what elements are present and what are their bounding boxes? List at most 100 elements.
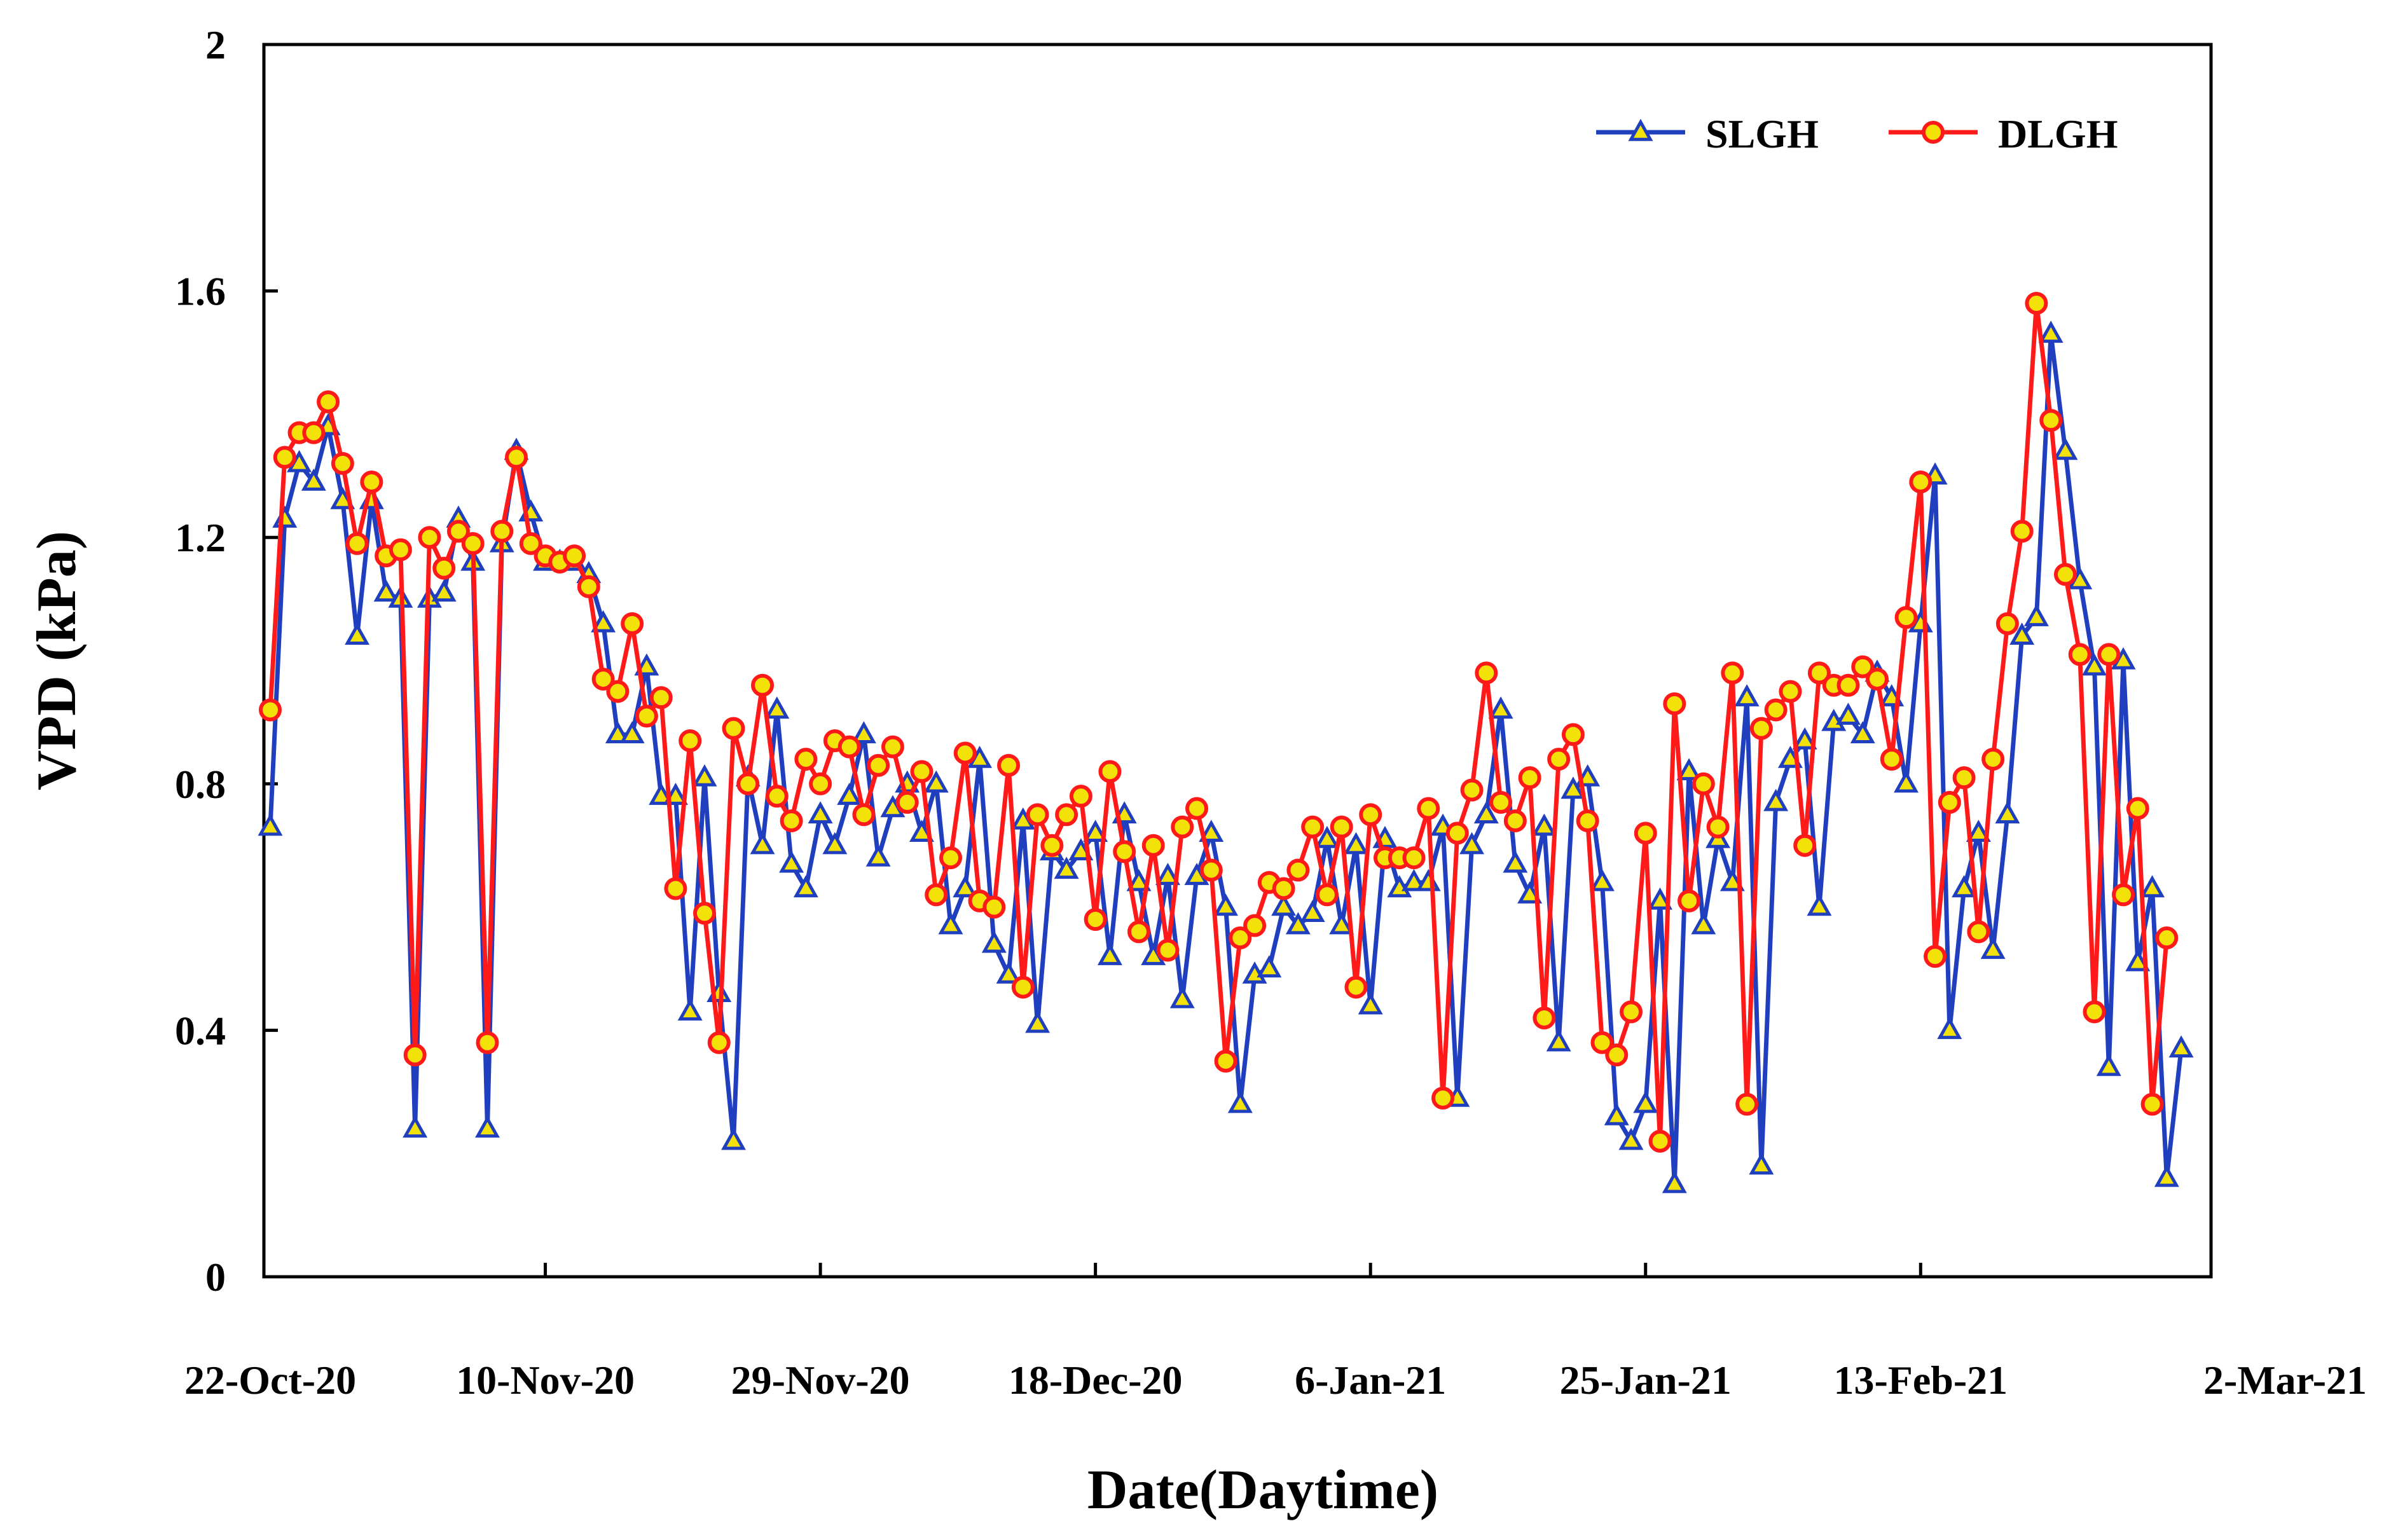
data-point-dlgh <box>1692 772 1715 795</box>
legend-marker-triangle <box>1628 118 1653 141</box>
data-point-dlgh <box>1547 748 1571 771</box>
data-point-dlgh <box>1909 470 1933 493</box>
data-point-slgh <box>373 579 399 602</box>
data-point-dlgh <box>722 717 745 740</box>
data-point-slgh <box>953 875 978 898</box>
data-point-dlgh <box>389 538 412 561</box>
data-point-slgh <box>1633 1090 1658 1113</box>
x-tick-label: 6-Jan-21 <box>1295 1358 1446 1403</box>
data-point-dlgh <box>1229 926 1252 950</box>
data-point-slgh <box>1488 696 1513 719</box>
data-point-slgh <box>649 783 674 805</box>
data-point-slgh <box>1126 869 1152 891</box>
data-point-slgh <box>2154 1164 2179 1187</box>
data-point-dlgh <box>1156 938 1180 962</box>
data-point-dlgh <box>1634 822 1657 845</box>
data-point-slgh <box>793 875 818 898</box>
data-point-dlgh <box>1663 692 1686 715</box>
data-point-dlgh <box>360 470 383 493</box>
data-point-slgh <box>1995 801 2020 823</box>
x-tick-label: 10-Nov-20 <box>456 1358 635 1403</box>
data-point-dlgh <box>519 532 542 555</box>
data-point-slgh <box>1807 893 1832 916</box>
data-point-slgh <box>1358 992 1383 1015</box>
data-point-slgh <box>1894 770 1919 793</box>
data-point-dlgh <box>765 785 789 808</box>
data-point-dlgh <box>1431 1086 1455 1110</box>
y-tick-label: 1.6 <box>175 269 226 314</box>
data-point-slgh <box>1836 703 1861 725</box>
data-point-slgh <box>1676 758 1702 781</box>
data-point-dlgh <box>1344 975 1368 999</box>
data-point-dlgh <box>1315 883 1339 907</box>
data-point-dlgh <box>2155 926 2179 950</box>
data-point-slgh <box>1155 863 1180 885</box>
data-point-dlgh <box>1113 840 1136 863</box>
data-point-dlgh <box>1851 655 1875 678</box>
data-point-dlgh <box>1402 846 1426 870</box>
data-point-slgh <box>1314 825 1340 848</box>
data-point-dlgh <box>591 668 615 691</box>
x-axis-title: Date(Daytime) <box>1087 1459 1438 1521</box>
data-point-slgh <box>1604 1103 1629 1125</box>
data-point-dlgh <box>1301 815 1325 839</box>
data-point-dlgh <box>1243 914 1267 937</box>
data-point-slgh <box>1285 912 1311 935</box>
data-point-slgh <box>1473 801 1499 823</box>
data-point-slgh <box>1980 937 2006 959</box>
data-point-slgh <box>750 832 775 855</box>
data-point-dlgh <box>953 741 977 765</box>
legend-marker-circle <box>1922 121 1945 144</box>
data-point-dlgh <box>1894 606 1918 629</box>
data-point-dlgh <box>1605 1043 1629 1067</box>
data-point-dlgh <box>1127 920 1150 944</box>
data-point-dlgh <box>2025 291 2048 315</box>
data-point-dlgh <box>1011 975 1035 999</box>
legend: SLGH DLGH <box>1596 111 2118 156</box>
data-point-slgh <box>1648 887 1672 910</box>
data-point-dlgh <box>1069 785 1092 808</box>
data-point-slgh <box>1054 856 1079 879</box>
data-point-slgh <box>779 850 804 873</box>
data-point-slgh <box>1300 900 1325 922</box>
data-point-dlgh <box>2140 1092 2164 1116</box>
data-point-dlgh <box>2053 563 2077 586</box>
data-point-dlgh <box>1489 790 1513 814</box>
series-layer <box>258 291 2194 1193</box>
data-point-slgh <box>1561 776 1586 799</box>
data-point-dlgh <box>925 883 948 907</box>
data-point-dlgh <box>476 1031 499 1054</box>
data-point-dlgh <box>432 556 456 580</box>
data-point-dlgh <box>1098 760 1122 783</box>
x-tick-label: 29-Nov-20 <box>731 1358 910 1403</box>
data-point-slgh <box>2082 653 2107 676</box>
data-point-dlgh <box>837 735 861 759</box>
data-point-dlgh <box>939 846 962 870</box>
data-point-slgh <box>1343 832 1368 855</box>
data-point-slgh <box>1691 912 1716 935</box>
data-point-slgh <box>403 1115 428 1138</box>
data-point-slgh <box>1329 912 1354 935</box>
data-point-slgh <box>431 579 457 602</box>
data-point-dlgh <box>2097 643 2121 666</box>
data-point-dlgh <box>606 680 630 703</box>
data-point-dlgh <box>403 1043 427 1067</box>
legend-label: DLGH <box>1998 111 2118 156</box>
data-point-dlgh <box>751 673 775 697</box>
data-point-dlgh <box>1445 822 1469 845</box>
data-point-slgh <box>981 930 1007 953</box>
data-point-slgh <box>1966 820 1991 842</box>
x-tick-label: 22-Oct-20 <box>184 1358 356 1403</box>
data-point-dlgh <box>809 772 832 795</box>
data-point-slgh <box>1025 1010 1051 1033</box>
data-point-dlgh <box>794 748 818 771</box>
data-point-slgh <box>2009 622 2035 645</box>
data-point-slgh <box>301 468 326 491</box>
data-point-dlgh <box>1721 661 1744 685</box>
data-point-dlgh <box>331 451 354 475</box>
data-point-dlgh <box>2126 797 2149 820</box>
data-point-dlgh <box>910 760 934 783</box>
data-point-dlgh <box>577 575 600 598</box>
x-tick-label: 13-Feb-21 <box>1833 1358 2008 1403</box>
